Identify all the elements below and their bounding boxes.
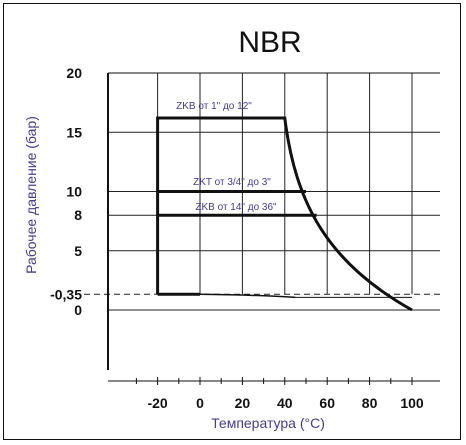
chart-frame xyxy=(3,3,461,440)
vacuum-curve xyxy=(199,293,296,299)
y-axis-label: Рабочее давление (бар) xyxy=(23,116,39,274)
y-tick-label: 5 xyxy=(74,243,82,259)
y-tick-label: 0 xyxy=(74,302,82,318)
x-tick-label: 60 xyxy=(319,395,335,411)
x-tick-label: 40 xyxy=(277,395,293,411)
x-tick-label: 100 xyxy=(400,395,424,411)
series-label: ZKB от 14" до 36" xyxy=(195,202,277,213)
x-ticks: -20 0 20 40 60 80 100 xyxy=(135,377,424,411)
series-label: ZKT от 3/4" до 3" xyxy=(193,177,271,188)
y-tick-label: 20 xyxy=(66,65,82,81)
x-tick-label: 0 xyxy=(196,395,204,411)
y-tick-label: 10 xyxy=(66,184,82,200)
x-axis-label: Температура (°C) xyxy=(211,415,325,431)
y-tick-label: 8 xyxy=(74,207,82,223)
y-tick-label: -0,35 xyxy=(50,286,82,302)
x-tick-label: 80 xyxy=(362,395,378,411)
y-ticks: -0,350 5 8 10 15 20 xyxy=(50,65,82,318)
axes xyxy=(107,72,440,382)
series: ZKB от 1" до 12" ZKT от 3/4" до 3" ZKB от … xyxy=(156,101,413,312)
series-label: ZKB от 1" до 12" xyxy=(176,101,252,112)
x-tick-label: -20 xyxy=(147,395,167,411)
y-tick-label: 15 xyxy=(66,124,82,140)
chart-title: NBR xyxy=(238,26,301,59)
x-tick-label: 20 xyxy=(235,395,251,411)
